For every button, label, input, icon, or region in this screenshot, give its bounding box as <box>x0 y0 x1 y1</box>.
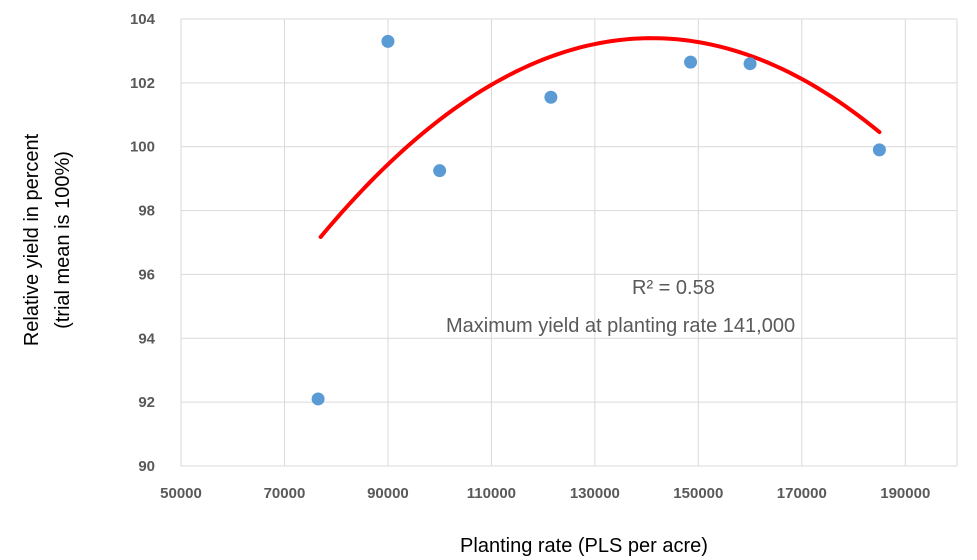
y-tick-label: 92 <box>138 394 155 411</box>
y-tick-label: 98 <box>138 203 155 220</box>
y-tick-label: 94 <box>138 330 155 347</box>
data-point <box>743 57 757 71</box>
gridlines <box>180 18 958 467</box>
x-tick-label: 190000 <box>880 485 930 502</box>
data-point <box>433 164 447 178</box>
x-tick-label: 70000 <box>264 485 306 502</box>
data-point <box>544 90 558 104</box>
y-axis-title-line-1: Relative yield in percent <box>21 133 43 346</box>
x-axis-title: Planting rate (PLS per acre) <box>460 535 708 557</box>
data-points <box>311 34 886 406</box>
maximum-yield-label: Maximum yield at planting rate 141,000 <box>446 315 795 337</box>
x-tick-label: 130000 <box>570 485 620 502</box>
y-axis-title: Relative yield in percent (trial mean is… <box>21 133 74 346</box>
trendline-group <box>318 36 882 239</box>
y-axis-ticks: 90 92 94 96 98 100 102 104 <box>130 11 156 475</box>
x-tick-label: 110000 <box>467 485 516 502</box>
data-point <box>684 55 698 69</box>
x-tick-label: 90000 <box>367 485 409 502</box>
data-point <box>311 392 325 406</box>
y-tick-label: 104 <box>130 11 156 28</box>
y-tick-label: 90 <box>138 458 155 475</box>
y-tick-label: 100 <box>130 139 155 156</box>
x-tick-label: 170000 <box>777 485 827 502</box>
y-tick-label: 102 <box>130 75 155 92</box>
data-point <box>872 143 886 157</box>
x-tick-label: 150000 <box>673 485 723 502</box>
y-tick-label: 96 <box>138 266 155 283</box>
r-squared-label: R² = 0.58 <box>632 277 715 299</box>
x-axis-ticks: 50000 70000 90000 110000 130000 150000 170000 1… <box>160 485 930 502</box>
data-point <box>381 34 395 48</box>
y-axis-title-line-2: (trial mean is 100%) <box>52 151 74 329</box>
x-tick-label: 50000 <box>160 485 202 502</box>
trendline <box>318 36 882 239</box>
